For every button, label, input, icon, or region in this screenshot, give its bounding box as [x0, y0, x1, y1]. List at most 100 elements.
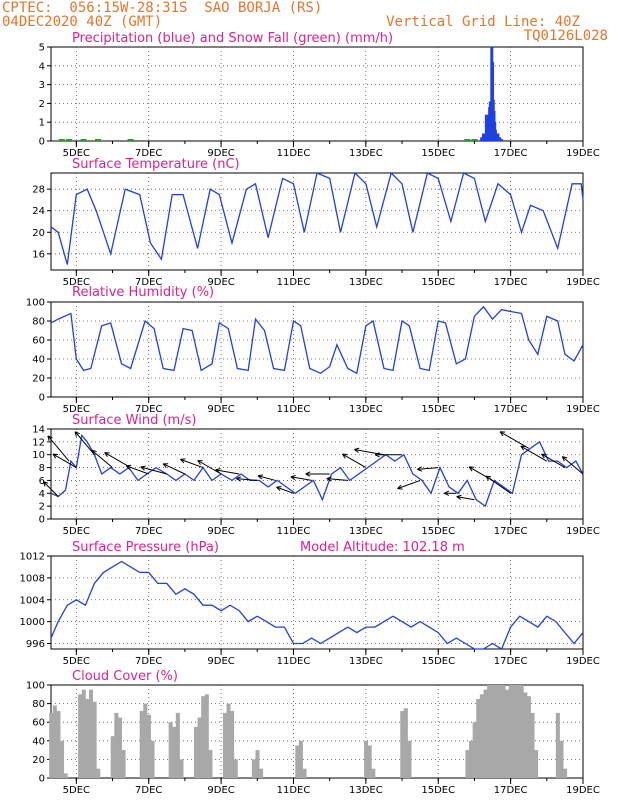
cloud-bar [92, 701, 97, 778]
wind-arrow-head [326, 478, 332, 482]
x-tick-label: 17DEC [494, 404, 528, 415]
y-tick-label: 0 [39, 515, 45, 526]
cloud-bar [52, 705, 57, 778]
panel-title: Precipitation (blue) and Snow Fall (gree… [72, 31, 393, 46]
y-tick-label: 1000 [20, 617, 45, 628]
x-tick-label: 9DEC [207, 656, 234, 667]
cloud-bar [230, 711, 235, 778]
y-tick-label: 40 [32, 355, 45, 366]
wind-arrow-head [162, 463, 167, 469]
wind-arrow-head [276, 486, 281, 492]
wind-arrow-head [215, 467, 221, 471]
cloud-bar [81, 689, 86, 778]
y-tick-label: 1004 [20, 595, 45, 606]
panel-title: Relative Humidity (%) [72, 285, 214, 300]
x-tick-label: 11DEC [277, 404, 311, 415]
cloud-bar [490, 685, 495, 778]
wind-arrow [397, 479, 421, 490]
x-tick-label: 11DEC [277, 526, 311, 537]
cloud-bar [89, 689, 94, 778]
wind-arrow-head [91, 450, 95, 455]
y-tick-label: 2 [39, 99, 45, 110]
wind-arrow [52, 453, 77, 469]
y-tick-label: 100 [26, 298, 45, 309]
wind-arrow-head [326, 476, 332, 480]
cloud-bar [487, 685, 492, 778]
x-tick-label: 17DEC [494, 148, 528, 159]
y-tick-label: 4 [39, 489, 45, 500]
cloud-bar [494, 685, 499, 778]
wind-arrow-head [74, 431, 80, 435]
x-tick-label: 13DEC [349, 785, 383, 796]
x-tick-label: 9DEC [207, 148, 234, 159]
wind-arrow [276, 486, 294, 494]
wind-arrow-head [180, 459, 185, 464]
x-tick-label: 19DEC [566, 277, 600, 288]
model-id: TQ0126L028 [523, 28, 608, 44]
wind-arrow-head [417, 466, 422, 470]
wind-arrow [215, 469, 240, 475]
panel-annotation: Model Altitude: 102.18 m [300, 540, 465, 555]
cloud-bar [251, 759, 256, 778]
x-tick-label: 15DEC [421, 526, 455, 537]
wind-arrow [326, 478, 348, 481]
wind-arrow [236, 478, 258, 481]
x-tick-label: 9DEC [207, 526, 234, 537]
x-tick-label: 15DEC [421, 277, 455, 288]
x-tick-label: 13DEC [349, 526, 383, 537]
wind-arrow-head [444, 492, 450, 496]
precip-bar [500, 139, 504, 141]
x-tick-label: 13DEC [349, 404, 383, 415]
cloud-bar [497, 685, 502, 778]
cloud-bar [534, 750, 539, 778]
y-tick-label: 20 [32, 374, 45, 385]
wind-arrow-head [236, 476, 242, 480]
precip-bar [498, 137, 502, 141]
cloud-bar [483, 689, 488, 778]
cloud-bar [172, 726, 177, 778]
y-tick-label: 0 [39, 393, 45, 404]
x-tick-label: 7DEC [135, 785, 162, 796]
run-date: 04DEC2020 40Z (GMT) [2, 14, 163, 30]
wind-arrow-head [468, 466, 473, 472]
cloud-bar [143, 703, 148, 778]
wind-arrow-head [126, 464, 132, 467]
x-tick-label: 11DEC [277, 277, 311, 288]
cloud-bar [501, 685, 506, 778]
wind-arrow-head [197, 460, 201, 465]
x-tick-label: 19DEC [566, 404, 600, 415]
wind-arrow-head [444, 490, 450, 494]
wind-arrow-head [140, 465, 146, 468]
cloud-bar [295, 745, 300, 778]
y-tick-label: 6 [39, 476, 45, 487]
wind-arrow-head [342, 453, 346, 459]
cloud-bar [505, 689, 510, 778]
wind-arrow [561, 456, 584, 475]
wind-arrow-head [104, 452, 108, 457]
y-tick-label: 14 [32, 425, 45, 436]
cloud-bar [371, 768, 376, 778]
cloud-bar [559, 740, 564, 778]
cloud-bar [472, 722, 477, 778]
wind-arrow-head [485, 475, 492, 478]
wind-arrow-head [276, 486, 282, 488]
x-tick-label: 5DEC [63, 404, 90, 415]
wind-arrow-head [47, 435, 53, 439]
cloud-bar [179, 759, 184, 778]
wind-arrow [541, 453, 566, 469]
wind-arrow-head [485, 475, 489, 481]
cloud-bar [150, 740, 155, 778]
station-header: CPTEC: 056:15W-28:31S SAO BORJA (RS) [2, 0, 323, 16]
x-tick-label: 13DEC [349, 656, 383, 667]
cloud-bar [367, 745, 372, 778]
cloud-bar [508, 685, 513, 778]
wind-arrow [456, 496, 475, 501]
x-tick-label: 19DEC [566, 785, 600, 796]
y-tick-label: 1008 [20, 573, 45, 584]
wind-arrow [74, 431, 95, 456]
wind-arrow [290, 476, 312, 481]
wind-arrow [197, 460, 222, 475]
wind-arrow [485, 475, 511, 494]
series-line [50, 560, 584, 650]
wind-arrow-head [456, 496, 462, 500]
